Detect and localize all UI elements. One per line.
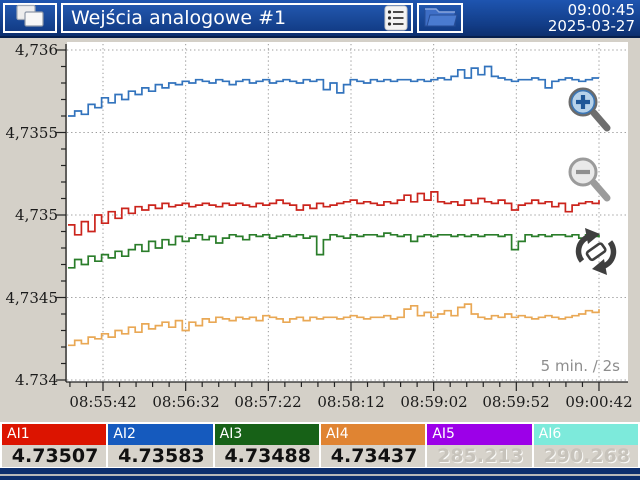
folder-icon [422,3,458,33]
clock-date: 2025-03-27 [547,17,635,35]
trend-chart: 4,736 4,7355 4,735 4,7345 4.734 08:55:42… [0,40,640,422]
channel-value: 4.73488 [214,445,319,467]
clock-time: 09:00:45 [567,1,635,19]
screens-icon [15,4,45,32]
y-axis-tick-label: 4,7355 [5,123,59,142]
channel-value: 285.213 [427,445,532,467]
channel-name[interactable]: AI4 [320,424,426,445]
screen-title-bar[interactable]: Wejścia analogowe #1 [61,3,413,33]
channel-value: 4.73583 [108,445,213,467]
channel-cell-ai1: AI1 4.73507 [2,424,107,467]
channel-cell-ai6: AI6 290.268 [533,424,638,467]
channel-name[interactable]: AI2 [108,424,213,445]
chart-canvas [56,42,628,391]
folder-button[interactable] [417,3,463,33]
list-icon[interactable] [384,5,408,31]
channel-value: 4.73507 [2,445,107,467]
x-axis-tick-label: 08:58:12 [317,393,385,411]
screens-button[interactable] [3,3,57,33]
zoom-out-icon [566,157,614,208]
zoom-in-button[interactable] [564,85,616,137]
channel-cell-ai5: AI5 285.213 [427,424,532,467]
channel-name[interactable]: AI1 [2,424,107,445]
channel-value: 290.268 [533,445,638,467]
x-axis-tick-label: 08:57:22 [234,393,302,411]
x-axis-tick-label: 08:56:32 [152,393,220,411]
top-bar: Wejścia analogowe #1 [0,0,640,38]
y-axis-tick-label: 4,736 [15,41,58,59]
channel-legend: AI1 4.73507 AI2 4.73583 AI3 4.73488 AI4 … [0,422,640,468]
channel-cell-ai3: AI3 4.73488 [214,424,319,467]
bottom-bar-line [0,474,640,476]
y-axis-tick-label: 4.734 [15,371,58,389]
channel-name[interactable]: AI6 [533,424,638,445]
y-axis-tick-label: 4,735 [15,206,58,224]
channel-cell-ai4: AI4 4.73437 [320,424,426,467]
x-axis-tick-label: 08:55:42 [69,393,137,411]
clock: 09:00:45 2025-03-27 [548,2,635,34]
channel-name[interactable]: AI3 [214,424,319,445]
zoom-in-icon [566,87,614,138]
x-axis-tick-label: 08:59:52 [482,393,550,411]
refresh-button[interactable] [570,227,622,279]
x-axis-tick-label: 08:59:02 [400,393,468,411]
channel-cell-ai2: AI2 4.73583 [108,424,213,467]
channel-value: 4.73437 [320,445,426,467]
bottom-bar [0,468,640,480]
page-title: Wejścia analogowe #1 [71,7,287,29]
refresh-icon [572,228,620,280]
y-axis-tick-label: 4,7345 [5,288,59,307]
zoom-out-button[interactable] [564,155,616,207]
timebase-label: 5 min. / 2s [540,357,620,375]
x-axis-tick-label: 09:00:42 [565,393,633,411]
channel-name[interactable]: AI5 [427,424,532,445]
